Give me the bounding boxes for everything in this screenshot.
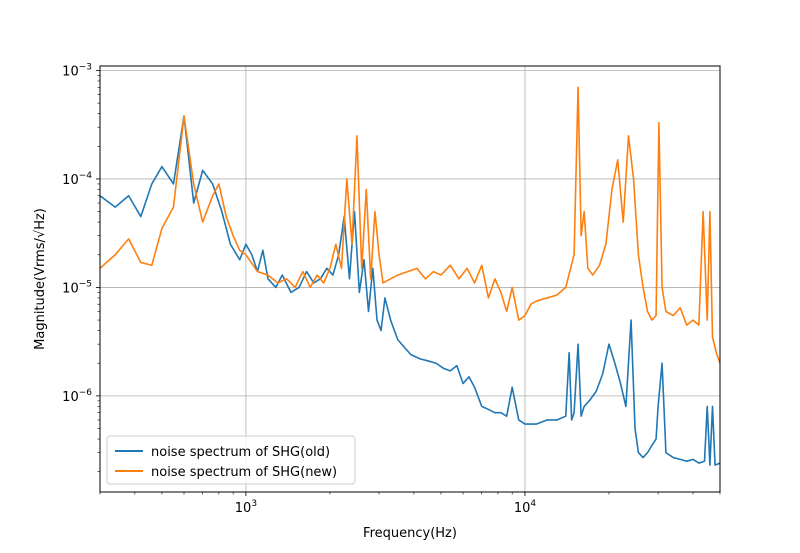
plot-frame xyxy=(99,65,721,493)
plot-area xyxy=(100,66,720,492)
axis-ticks: 103 104 10−6 10−5 10−4 10−3 xyxy=(62,62,721,516)
series-line-new xyxy=(100,86,720,364)
x-tick-label: 104 xyxy=(514,499,537,516)
x-tick-label: 103 xyxy=(235,499,257,516)
legend: noise spectrum of SHG(old) noise spectru… xyxy=(106,435,356,485)
y-tick-label: 10−5 xyxy=(62,279,92,296)
y-tick-label: 10−4 xyxy=(62,171,92,188)
x-axis-label: Frequency(Hz) xyxy=(363,526,457,541)
grid-lines xyxy=(100,66,720,492)
legend-box xyxy=(106,435,356,485)
series-group xyxy=(100,86,720,466)
y-tick-label: 10−6 xyxy=(62,388,92,405)
series-line-old xyxy=(100,115,720,466)
y-tick-label: 10−3 xyxy=(62,62,92,79)
legend-label-old: noise spectrum of SHG(old) xyxy=(151,445,330,460)
legend-label-new: noise spectrum of SHG(new) xyxy=(151,465,337,480)
y-axis-label: Magnitude(Vrms/√Hz) xyxy=(33,208,48,350)
